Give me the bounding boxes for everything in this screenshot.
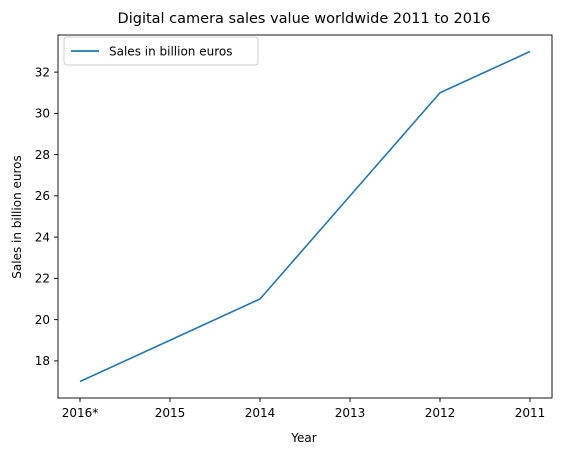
- x-tick-label: 2015: [155, 406, 186, 420]
- legend: Sales in billion euros: [63, 36, 259, 66]
- y-tick-label: 30: [35, 107, 50, 121]
- y-tick-label: 26: [35, 189, 50, 203]
- y-tick-label: 22: [35, 272, 50, 286]
- y-axis-title: Sales in billion euros: [10, 155, 24, 278]
- chart-title: Digital camera sales value worldwide 201…: [118, 11, 491, 27]
- series-line-0: [79, 50, 531, 383]
- x-tick-label: 2013: [335, 406, 366, 420]
- plot-area: [57, 34, 553, 399]
- x-tick-label: 2012: [425, 406, 456, 420]
- y-tick-label: 18: [35, 354, 50, 368]
- y-tick-label: 32: [35, 65, 50, 79]
- y-tick-label: 20: [35, 313, 50, 327]
- x-axis-ticks: 2016* 2015 2014 2013 2012 2011: [62, 398, 546, 420]
- legend-label: Sales in billion euros: [109, 45, 232, 59]
- x-tick-label: 2016*: [62, 406, 99, 420]
- plot-frame: [57, 34, 553, 399]
- x-axis-title: Year: [290, 431, 316, 445]
- legend-box: [63, 36, 259, 66]
- y-tick-label: 24: [35, 230, 50, 244]
- x-tick-label: 2014: [245, 406, 276, 420]
- x-tick-label: 2011: [515, 406, 546, 420]
- y-tick-label: 28: [35, 148, 50, 162]
- y-axis-ticks: 18 20 22 24 26 28 30 32: [35, 65, 58, 368]
